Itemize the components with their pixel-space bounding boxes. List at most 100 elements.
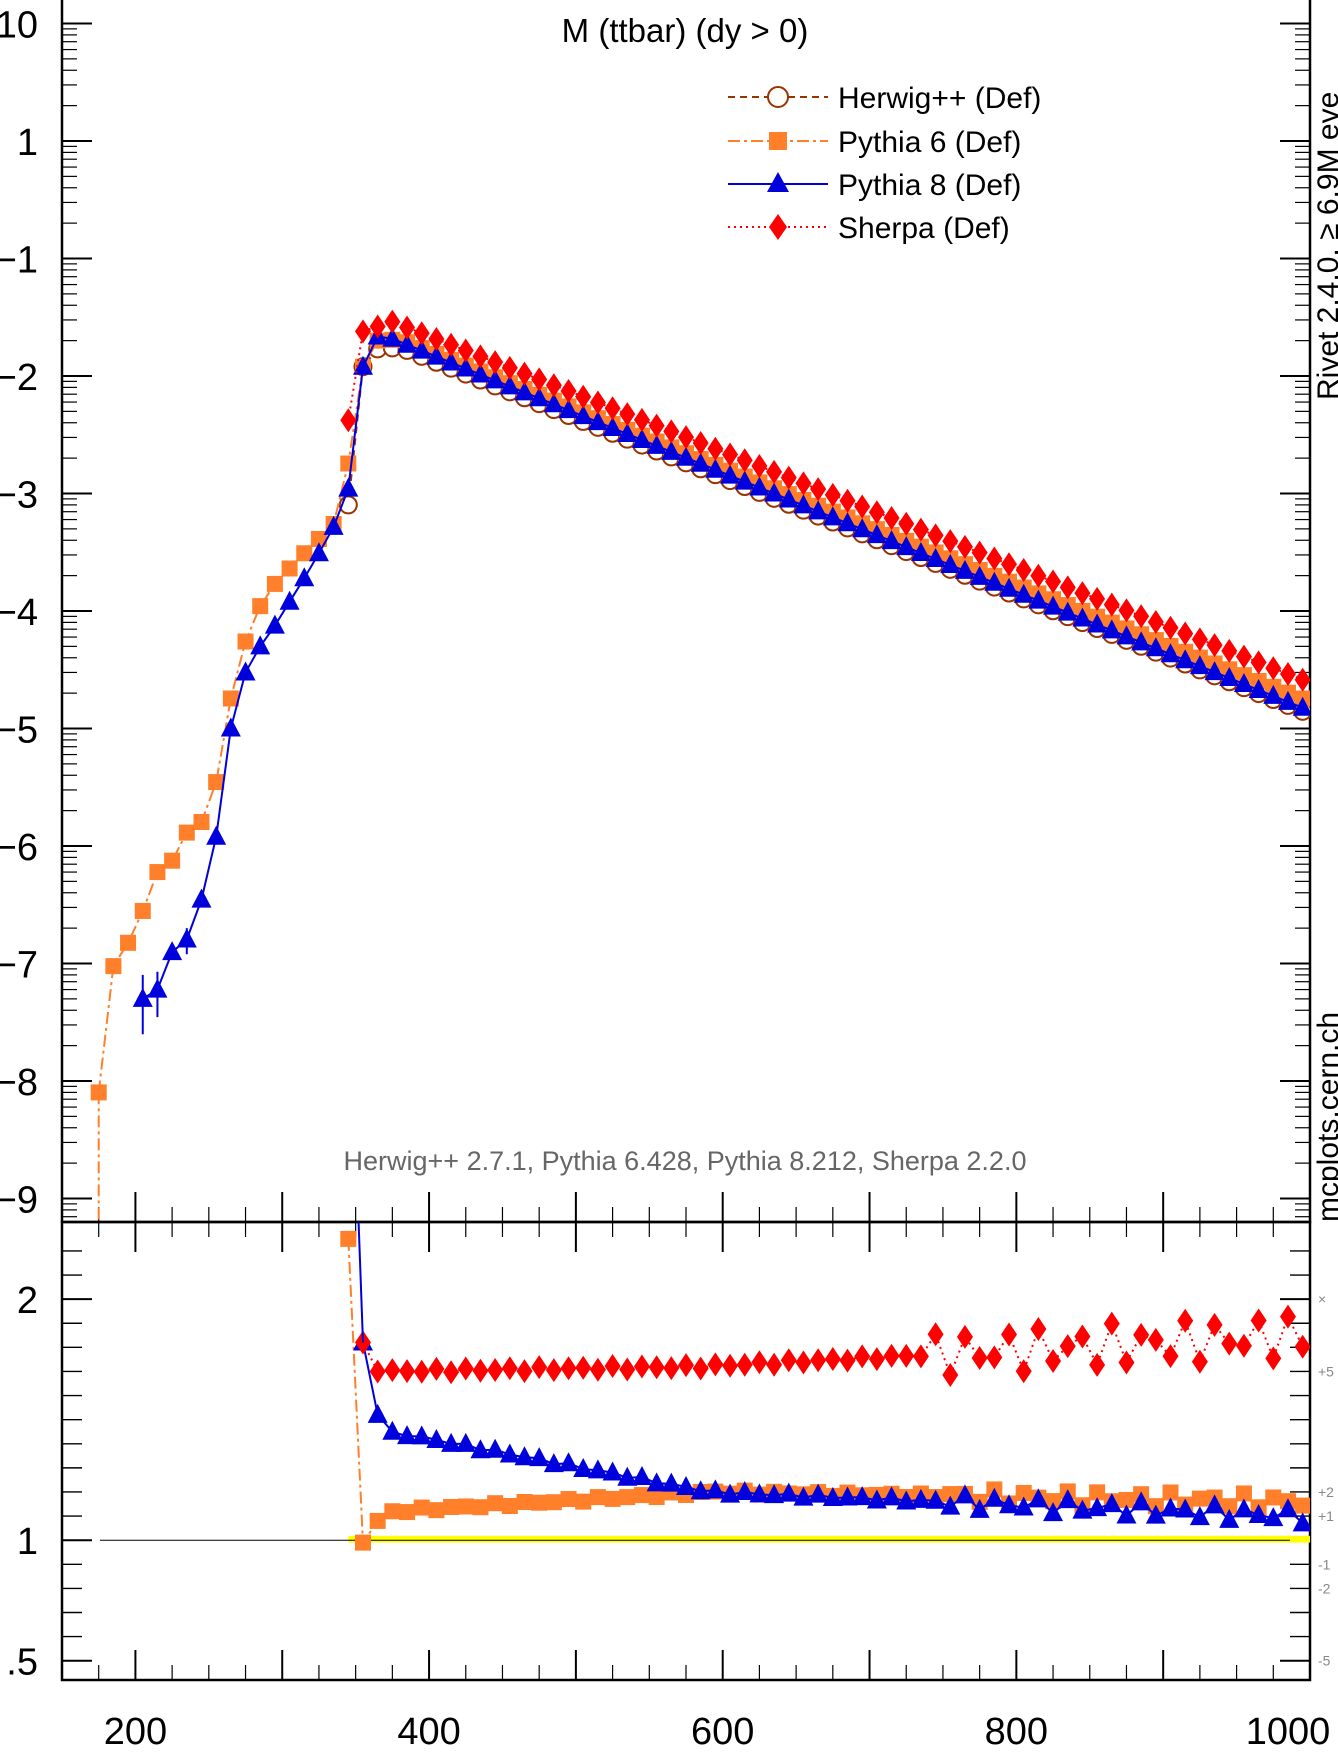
data-point: [470, 363, 491, 383]
ratio-point: [764, 1484, 785, 1504]
data-point: [281, 560, 298, 577]
ratio-point: [1191, 1490, 1208, 1507]
ratio-point: [942, 1486, 959, 1503]
data-point: [1191, 627, 1208, 652]
data-point: [852, 518, 873, 538]
data-point: [1206, 633, 1223, 658]
data-point: [1235, 644, 1252, 669]
ratio-point: [455, 1432, 476, 1452]
data-point: [1057, 601, 1078, 621]
data-point: [573, 405, 594, 425]
data-point: [397, 333, 418, 353]
data-point: [854, 494, 871, 519]
data-point: [1204, 661, 1225, 681]
x-tick-label: 1000: [1246, 1711, 1331, 1753]
ratio-point: [413, 1499, 430, 1516]
y-tick-label: 0−2: [0, 357, 38, 399]
data-point: [501, 355, 518, 380]
ratio-point: [854, 1344, 871, 1369]
data-point: [778, 488, 799, 508]
data-point: [413, 321, 430, 346]
ratio-point: [1013, 1496, 1034, 1516]
y-tick-label: 0−4: [0, 592, 38, 634]
data-point: [1250, 650, 1267, 675]
ratio-point: [1145, 1504, 1166, 1524]
data-point: [896, 536, 917, 556]
data-point: [105, 958, 122, 975]
data-point: [661, 440, 682, 460]
data-point: [206, 825, 227, 845]
ratio-point: [648, 1355, 665, 1380]
data-point: [1189, 655, 1210, 675]
ratio-point: [443, 1360, 460, 1385]
data-point: [940, 553, 961, 573]
ratio-y-tick-label: 1: [17, 1521, 38, 1563]
ratio-point: [1235, 1333, 1252, 1358]
chart-title: M (ttbar) (dy > 0): [562, 12, 809, 49]
data-point: [1030, 563, 1047, 588]
data-point: [340, 455, 357, 472]
data-point: [308, 542, 329, 562]
data-point: [222, 690, 239, 707]
data-point: [795, 471, 812, 496]
data-point: [164, 852, 181, 869]
ratio-point: [560, 1356, 577, 1381]
y-tick-label: 0−6: [0, 827, 38, 869]
data-point: [516, 361, 533, 386]
ratio-point: [707, 1352, 724, 1377]
data-point: [1265, 656, 1282, 681]
data-point: [1221, 638, 1238, 663]
data-point: [984, 571, 1005, 591]
data-point: [1101, 619, 1122, 639]
ratio-y-tick-label: 2: [17, 1280, 38, 1322]
ratio-point: [428, 1356, 445, 1381]
data-point: [810, 477, 827, 502]
ratio-point: [940, 1495, 961, 1515]
ratio-point: [824, 1346, 841, 1371]
data-point: [942, 529, 959, 554]
data-point: [587, 411, 608, 431]
data-point: [881, 530, 902, 550]
ratio-point: [413, 1359, 430, 1384]
ratio-point: [1001, 1322, 1018, 1347]
ratio-point: [736, 1352, 753, 1377]
ratio-point: [397, 1425, 418, 1445]
data-point: [589, 390, 606, 415]
ratio-point: [1292, 1512, 1310, 1532]
data-point: [646, 434, 667, 454]
data-point: [1292, 696, 1310, 716]
data-point: [162, 941, 183, 961]
x-tick-label: 400: [397, 1711, 460, 1753]
data-point: [766, 459, 783, 484]
ratio-point: [839, 1348, 856, 1373]
ratio-point: [470, 1439, 491, 1459]
ratio-point: [808, 1483, 829, 1503]
generator-annotation: Herwig++ 2.7.1, Pythia 6.428, Pythia 8.2…: [344, 1146, 1027, 1176]
ratio-point: [1250, 1308, 1267, 1333]
legend-marker-sherpa: [769, 214, 787, 240]
ratio-point: [1131, 1491, 1152, 1511]
data-point: [839, 488, 856, 513]
y-tick-label: 0−8: [0, 1062, 38, 1104]
ratio-plot-frame: [60, 1220, 1312, 1682]
data-point: [352, 355, 373, 375]
data-point: [1074, 581, 1091, 606]
ratio-point: [1191, 1349, 1208, 1374]
ratio-point: [441, 1432, 462, 1452]
ratio-point: [986, 1345, 1003, 1370]
ratio-y-tick-label: .5: [6, 1642, 38, 1684]
main-axes: 10 1 0−1 0−2 0−3 0−4 0−5 0−6 0−7 0−8 0−9: [0, 5, 1310, 1222]
ratio-point: [1177, 1308, 1194, 1333]
data-point: [411, 339, 432, 359]
data-point: [648, 413, 665, 438]
ratio-point: [560, 1491, 577, 1508]
data-point: [237, 633, 254, 650]
data-point: [690, 452, 711, 472]
ratio-point: [883, 1343, 900, 1368]
ratio-point: [558, 1452, 579, 1472]
ratio-point: [531, 1355, 548, 1380]
ratio-point: [1072, 1499, 1093, 1519]
data-point: [720, 464, 741, 484]
data-point: [1103, 592, 1120, 617]
